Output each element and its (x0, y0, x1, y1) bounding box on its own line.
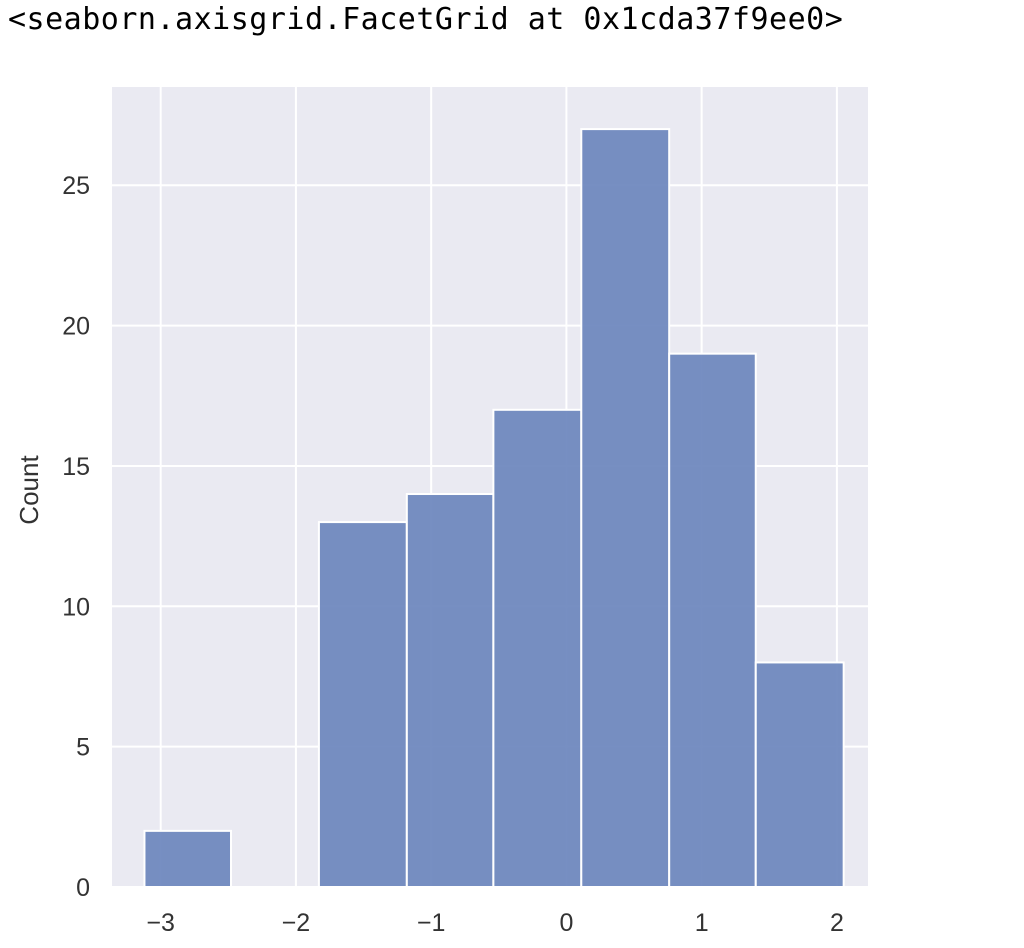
x-axis-ticks: −3 −2 −1 0 1 2 (146, 909, 843, 937)
x-tick-label: 1 (695, 909, 709, 937)
y-axis-ticks: 0 5 10 15 20 25 (62, 172, 90, 902)
histogram-bar (143, 829, 233, 888)
x-tick-label: 0 (559, 909, 573, 937)
x-tick-label: −3 (146, 909, 175, 937)
histogram-bar (754, 661, 845, 888)
histogram-bar (405, 493, 495, 888)
x-tick-label: −2 (282, 909, 311, 937)
y-tick-label: 5 (76, 734, 90, 762)
y-tick-label: 20 (62, 313, 90, 341)
histogram-bar (492, 408, 583, 888)
histogram-bar (580, 128, 671, 888)
y-tick-label: 15 (62, 453, 90, 481)
y-tick-label: 0 (76, 874, 90, 902)
bars (143, 128, 845, 888)
y-axis-label: Count (14, 455, 44, 525)
x-tick-label: 2 (830, 909, 844, 937)
histogram-bar (317, 521, 408, 888)
y-tick-label: 25 (62, 172, 90, 200)
cell-output-repr: <seaborn.axisgrid.FacetGrid at 0x1cda37f… (8, 2, 844, 37)
x-tick-label: −1 (417, 909, 446, 937)
y-tick-label: 10 (62, 593, 90, 621)
histogram-bar (668, 352, 757, 888)
